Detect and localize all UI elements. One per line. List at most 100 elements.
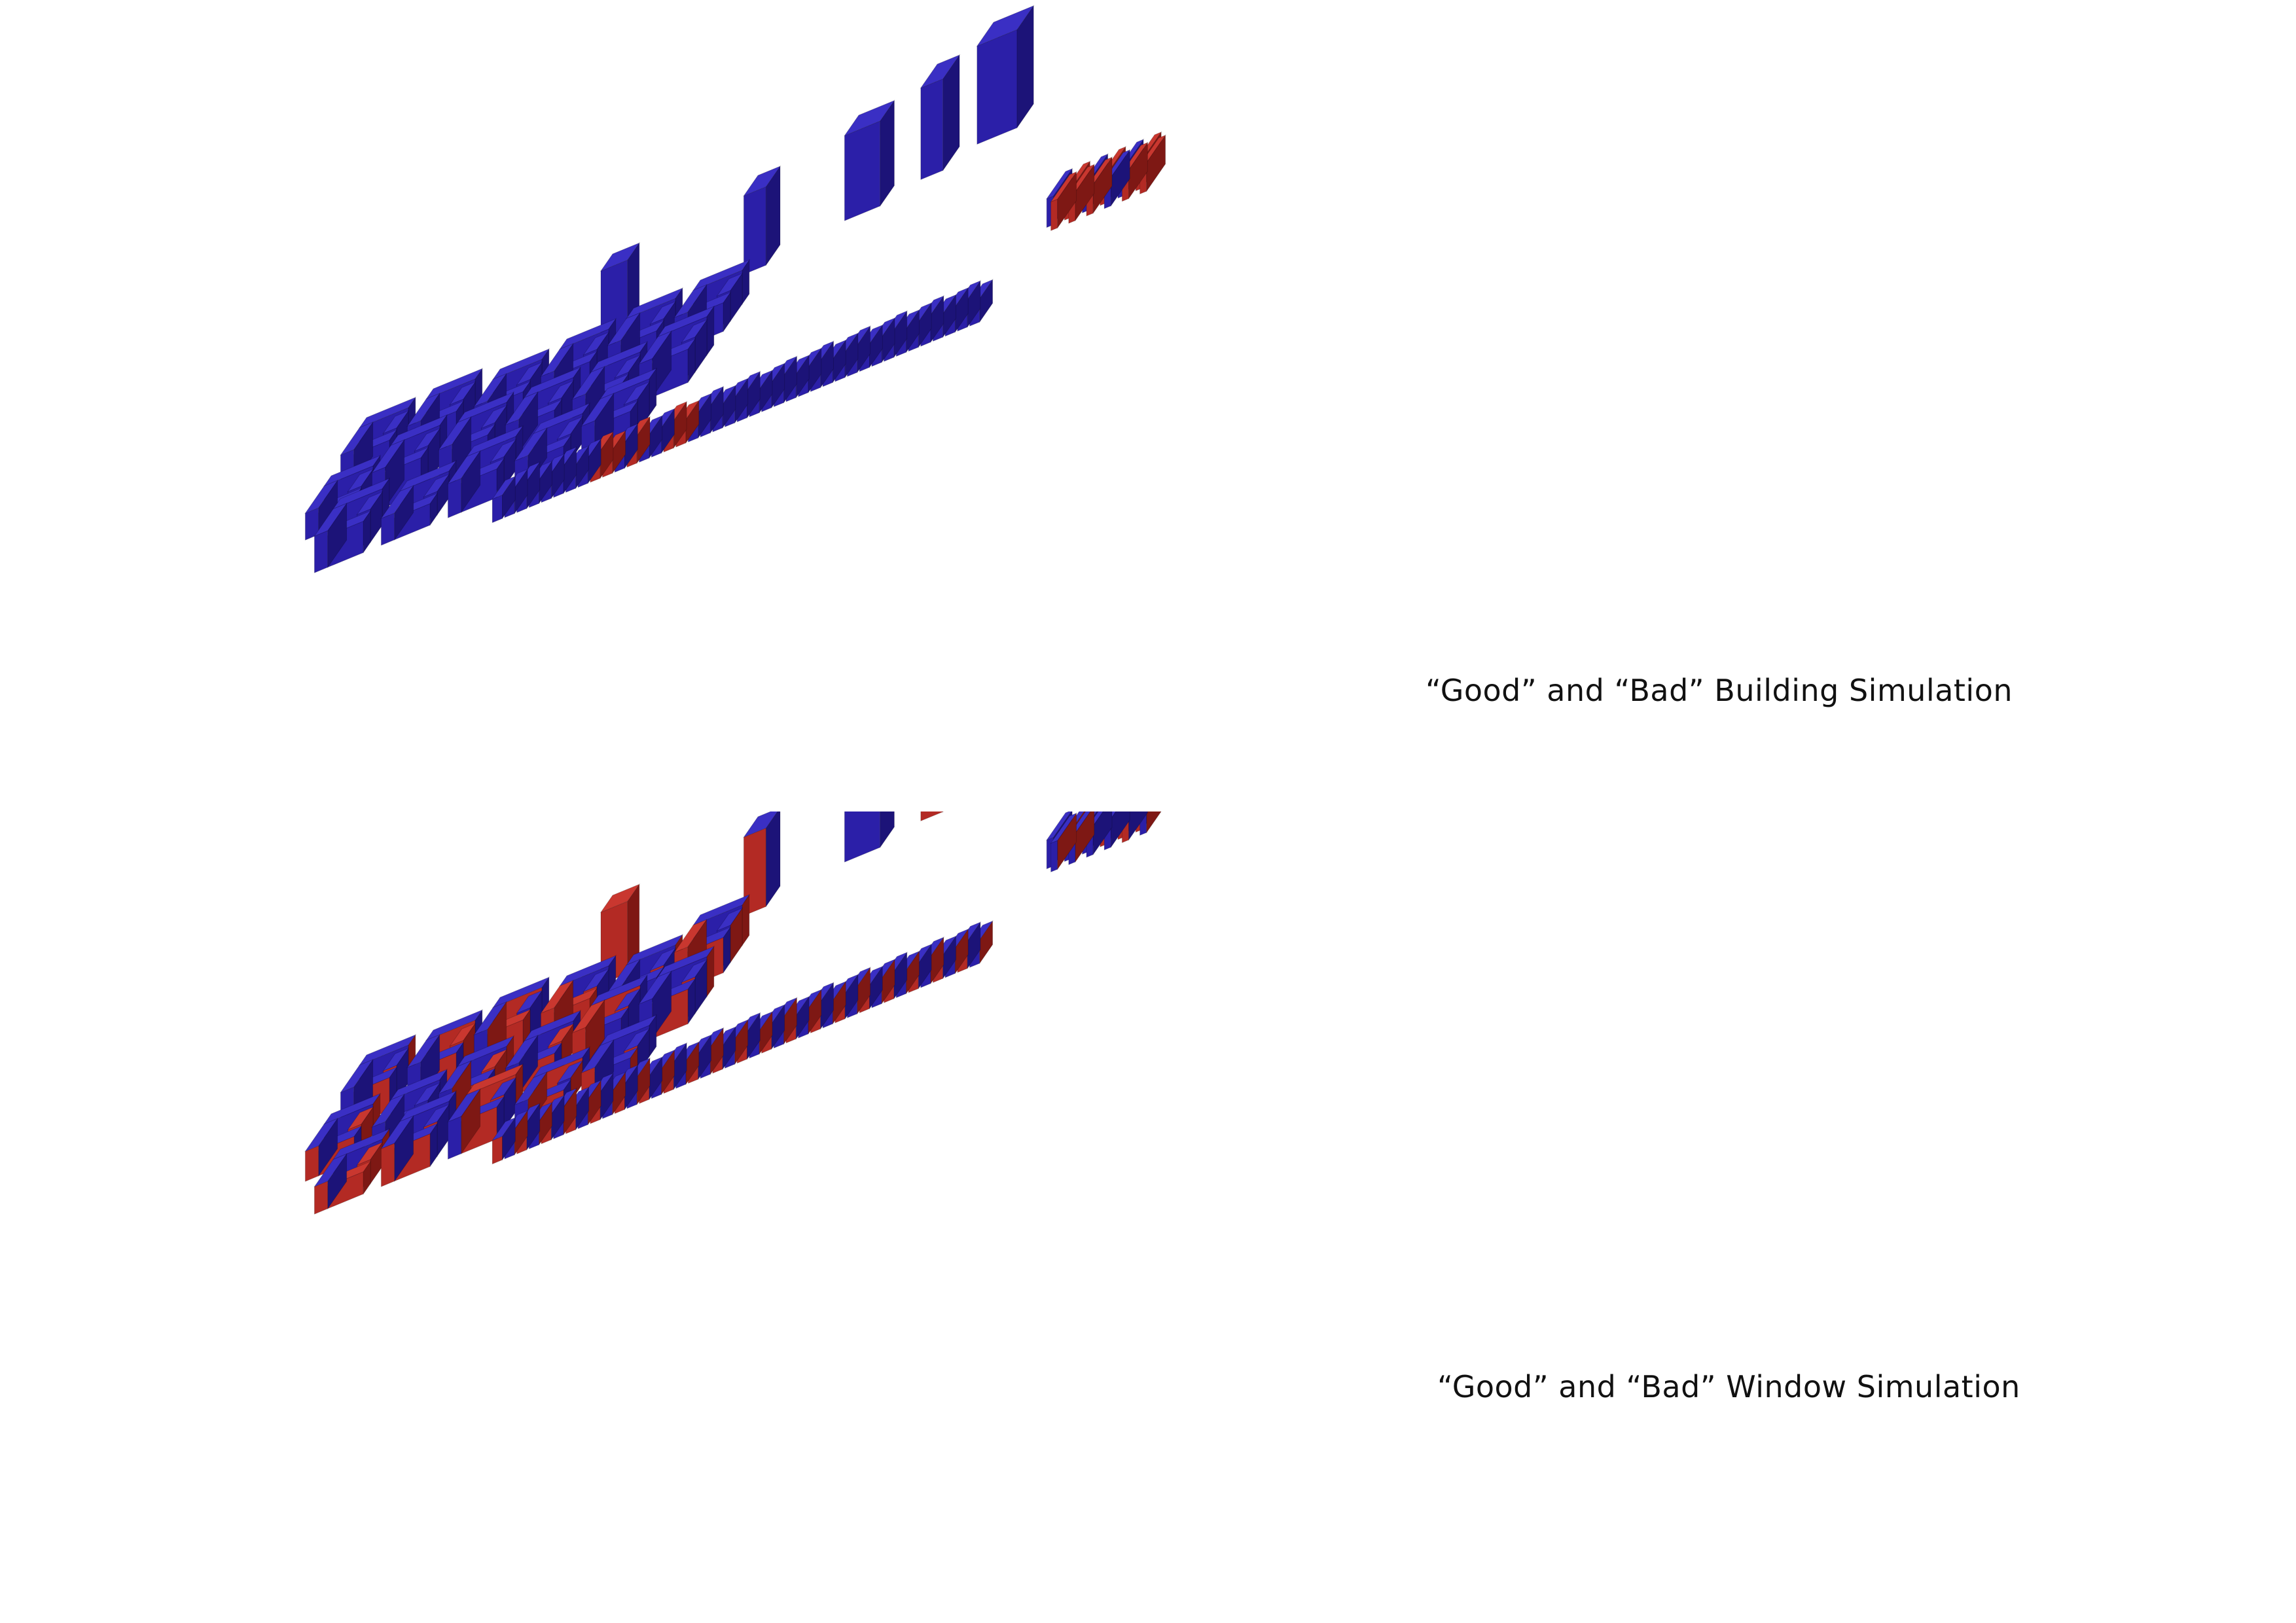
block-court15-w-top-face	[514, 427, 548, 462]
block-slab19-side-face	[734, 1018, 749, 1065]
block-tower0-top-face	[600, 242, 641, 272]
block-court9-w-top-face	[505, 391, 539, 426]
block-slab29-side-face	[857, 325, 871, 374]
block-court1-n-top-face	[425, 1009, 484, 1041]
block-court12-e-top-face	[356, 1141, 384, 1166]
block-tower3-top-face	[920, 54, 961, 89]
block-court12-w-side-face	[327, 1152, 348, 1210]
block-court0-n-top-face	[358, 1034, 417, 1066]
block-court1-w-top-face	[406, 393, 440, 427]
block-court3-n-top-face	[558, 318, 617, 350]
block-court6-w-front-face	[304, 1145, 319, 1182]
block-slab0-front-face	[492, 1135, 503, 1165]
block-court14-w-top-face	[447, 450, 481, 485]
block-court2-e-top-face	[516, 990, 543, 1014]
block-slab22-side-face	[771, 1003, 785, 1050]
block-tower0-top-face	[600, 883, 641, 914]
block-slab0-top-face	[491, 1116, 516, 1141]
block-tower2-side-face	[880, 812, 895, 849]
block-court5-w-top-face	[673, 919, 708, 954]
block-court13-n-top-face	[399, 1090, 457, 1122]
block-slab8-side-face	[600, 1072, 614, 1121]
block-court16-e-top-face	[623, 1027, 651, 1052]
block-court7-w-top-face	[371, 1094, 405, 1128]
block-court16-w-top-face	[581, 393, 615, 427]
window-simulation-panel: “Good” and “Bad” Window Simulation	[0, 812, 2296, 1623]
block-court10-n-top-face	[590, 974, 649, 1007]
block-tower1-side-face	[765, 812, 781, 908]
block-court10-e-top-face	[614, 354, 641, 379]
block-fan11-side-face	[1146, 812, 1162, 834]
block-court10-n-top-face	[590, 341, 649, 373]
block-court12-w-top-face	[314, 1153, 348, 1188]
block-court3-n-top-face	[558, 955, 617, 987]
block-court11-w-top-face	[638, 330, 672, 365]
block-court16-n-top-face	[599, 368, 658, 400]
block-slab29-side-face	[857, 966, 871, 1015]
block-tower1-top-face	[743, 165, 781, 197]
block-slab37-side-face	[954, 928, 969, 975]
block-court8-w-top-face	[438, 416, 472, 451]
block-court1-e-top-face	[449, 381, 476, 406]
block-court11-n-top-face	[656, 946, 715, 978]
block-slab22-side-face	[771, 362, 785, 409]
block-court4-n-top-face	[625, 287, 684, 319]
block-court13-n-top-face	[399, 460, 457, 492]
block-fan1-front-face	[1050, 840, 1058, 873]
block-court16-w-top-face	[581, 1039, 615, 1074]
building-simulation-diagram	[304, 5, 1166, 573]
block-slab27-side-face	[832, 980, 846, 1026]
block-court4-e-top-face	[649, 947, 677, 972]
block-court5-w-top-face	[673, 284, 708, 319]
block-court13-e-top-face	[423, 1103, 450, 1128]
block-court7-e-top-face	[414, 427, 441, 452]
block-court9-n-top-face	[523, 366, 582, 399]
block-court5-e-top-face	[716, 272, 744, 297]
block-tower3-side-face	[942, 54, 960, 172]
block-court12-w-front-face	[314, 530, 329, 573]
block-tower2-top-face	[844, 99, 895, 137]
block-court14-w-front-face	[447, 1116, 462, 1160]
block-court6-n-top-face	[323, 455, 382, 487]
block-court13-w-top-face	[380, 485, 414, 520]
block-slab39-side-face	[979, 278, 994, 323]
block-court3-w-top-face	[540, 343, 574, 378]
block-slab37-side-face	[954, 287, 969, 334]
block-court13-w-front-face	[380, 1143, 395, 1187]
window-simulation-caption: “Good” and “Bad” Window Simulation	[1437, 1369, 2020, 1404]
block-court0-e-top-face	[382, 1047, 410, 1072]
block-court10-w-top-face	[571, 999, 605, 1034]
block-court14-e-top-face	[490, 1077, 517, 1101]
block-court9-e-top-face	[547, 1023, 575, 1048]
block-fan1-front-face	[1050, 198, 1058, 232]
building-simulation-panel: “Good” and “Bad” Building Simulation	[304, 5, 2013, 708]
block-court1-n-top-face	[425, 368, 484, 400]
block-court12-n-top-face	[332, 1128, 391, 1160]
block-court8-e-top-face	[480, 1048, 508, 1073]
block-court10-e-top-face	[614, 988, 641, 1012]
block-court0-n-top-face	[358, 397, 417, 429]
block-court16-n-top-face	[599, 1014, 658, 1046]
block-court5-e-top-face	[716, 907, 744, 932]
block-fan1-top-face	[1050, 812, 1077, 844]
block-fan1-top-face	[1050, 171, 1077, 203]
block-slab17-side-face	[709, 1027, 724, 1076]
block-court11-w-top-face	[638, 971, 672, 1005]
block-court9-n-top-face	[523, 1010, 582, 1042]
block-court15-n-top-face	[532, 402, 591, 435]
block-court9-w-top-face	[505, 1035, 539, 1069]
block-court14-w-top-face	[447, 1088, 481, 1123]
block-tower4-top-face	[976, 5, 1035, 47]
block-court7-w-top-face	[371, 439, 405, 474]
building-simulation-caption: “Good” and “Bad” Building Simulation	[1426, 673, 2013, 708]
block-court7-n-top-face	[389, 414, 448, 446]
block-slab27-side-face	[832, 339, 846, 384]
block-court7-n-top-face	[389, 1069, 448, 1101]
block-court6-e-top-face	[347, 468, 374, 493]
block-court6-w-top-face	[304, 480, 338, 514]
block-slab14-side-face	[673, 1042, 687, 1091]
block-slab34-side-face	[918, 302, 932, 349]
block-slab32-side-face	[893, 951, 908, 1000]
block-court2-w-top-face	[473, 373, 507, 408]
block-fan0-top-face	[1045, 812, 1072, 841]
